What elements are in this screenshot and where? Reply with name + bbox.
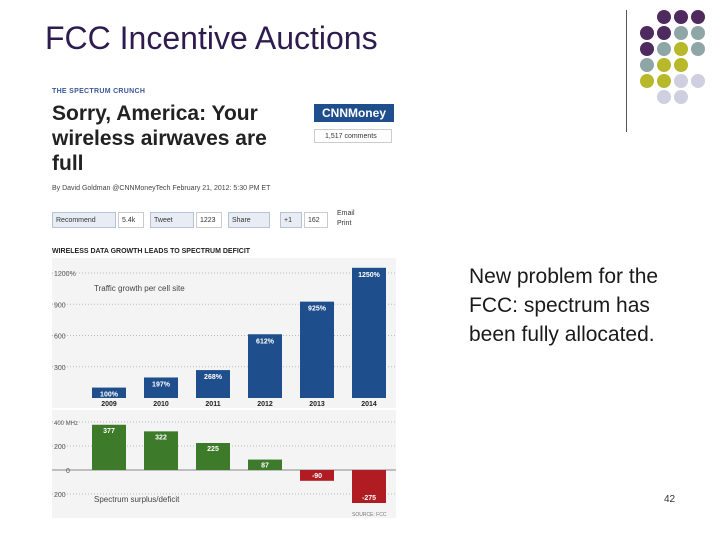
spectrum-value-label: 87 xyxy=(261,463,269,470)
decorative-dot xyxy=(674,58,688,72)
article-headline: Sorry, America: Your wireless airwaves a… xyxy=(52,102,267,175)
email-link[interactable]: Email xyxy=(337,210,355,217)
top-series-label: Traffic growth per cell site xyxy=(94,284,185,293)
traffic-bar xyxy=(352,267,386,398)
spectrum-value-label: 377 xyxy=(103,428,115,435)
cnnmoney-logo: CNNMoney xyxy=(314,104,394,122)
linkedin-share-button[interactable]: Share xyxy=(228,212,270,228)
decorative-dot xyxy=(657,90,671,104)
decorative-dot xyxy=(674,74,688,88)
recommend-count: 5.4k xyxy=(118,212,144,228)
decorative-dot xyxy=(640,58,654,72)
decorative-dot xyxy=(640,42,654,56)
traffic-bar xyxy=(92,387,126,398)
spectrum-bar xyxy=(144,431,178,470)
chart-title: WIRELESS DATA GROWTH LEADS TO SPECTRUM D… xyxy=(52,248,251,255)
top-tick-label: 900 xyxy=(54,302,66,309)
traffic-value-label: 925% xyxy=(308,306,327,313)
spectrum-bar xyxy=(196,443,230,470)
spectrum-value-label: -275 xyxy=(362,495,376,502)
year-label: 2009 xyxy=(101,401,117,408)
share-bar: Recommend 5.4k Tweet 1223 Share +1 162 E… xyxy=(52,210,396,228)
page-number: 42 xyxy=(664,494,676,505)
tweet-button[interactable]: Tweet xyxy=(150,212,194,228)
recommend-button[interactable]: Recommend xyxy=(52,212,116,228)
spectrum-value-label: -90 xyxy=(312,473,322,480)
decorative-dot xyxy=(674,10,688,24)
traffic-bar xyxy=(144,377,178,398)
top-tick-label: 1200% xyxy=(54,271,76,278)
traffic-value-label: 1250% xyxy=(358,272,381,279)
decorative-dot xyxy=(674,42,688,56)
decorative-dot xyxy=(657,74,671,88)
traffic-bar xyxy=(300,301,334,398)
spectrum-value-label: 322 xyxy=(155,434,167,441)
year-label: 2012 xyxy=(257,401,273,408)
google-plus-button[interactable]: +1 xyxy=(280,212,302,228)
article-kicker: THE SPECTRUM CRUNCH xyxy=(52,88,146,95)
slide-title: FCC Incentive Auctions xyxy=(45,20,378,56)
traffic-bar xyxy=(196,370,230,398)
decorative-dot xyxy=(691,42,705,56)
decorative-dot xyxy=(657,26,671,40)
comments-link[interactable]: 1,517 comments xyxy=(314,129,392,143)
bottom-tick-label: 200 xyxy=(54,492,66,499)
bar-chart: 1200% 900 600 300 Traffic growth per cell si… xyxy=(52,258,396,518)
decorative-dot xyxy=(657,10,671,24)
spectrum-bar xyxy=(300,470,334,481)
decorative-dot xyxy=(674,90,688,104)
decorative-dot xyxy=(640,26,654,40)
decorative-dot xyxy=(640,74,654,88)
bottom-series-label: Spectrum surplus/deficit xyxy=(94,495,180,504)
top-tick-label: 600 xyxy=(54,334,66,341)
traffic-value-label: 197% xyxy=(152,381,171,388)
traffic-value-label: 268% xyxy=(204,374,223,381)
top-tick-label: 300 xyxy=(54,365,66,372)
bottom-tick-label: 0 xyxy=(66,468,70,475)
bottom-tick-label: 400 MHz xyxy=(54,421,78,427)
year-label: 2011 xyxy=(205,401,220,408)
print-link[interactable]: Print xyxy=(337,220,352,227)
year-label: 2014 xyxy=(361,401,377,408)
bottom-tick-label: 200 xyxy=(54,444,66,451)
article-clipping: THE SPECTRUM CRUNCH Sorry, America: Your… xyxy=(52,88,396,518)
traffic-value-label: 612% xyxy=(256,338,275,345)
divider-line xyxy=(626,10,627,132)
year-label: 2010 xyxy=(153,401,169,408)
decorative-dot xyxy=(657,58,671,72)
body-text: New problem for the FCC: spectrum has be… xyxy=(469,265,659,346)
tweet-count: 1223 xyxy=(196,212,222,228)
year-label: 2013 xyxy=(309,401,325,408)
article-byline: By David Goldman @CNNMoneyTech February … xyxy=(52,185,271,192)
decorative-dot xyxy=(691,10,705,24)
spectrum-bar xyxy=(248,459,282,470)
spectrum-value-label: 225 xyxy=(207,446,219,453)
traffic-value-label: 100% xyxy=(100,392,119,399)
traffic-bar xyxy=(248,334,282,398)
chart-source: SOURCE: FCC xyxy=(352,512,387,518)
decorative-dot xyxy=(657,42,671,56)
decorative-dot xyxy=(691,74,705,88)
decorative-dot xyxy=(674,26,688,40)
plus-count: 162 xyxy=(304,212,328,228)
decorative-dot xyxy=(691,26,705,40)
spectrum-bar xyxy=(352,470,386,503)
spectrum-bar xyxy=(92,424,126,470)
